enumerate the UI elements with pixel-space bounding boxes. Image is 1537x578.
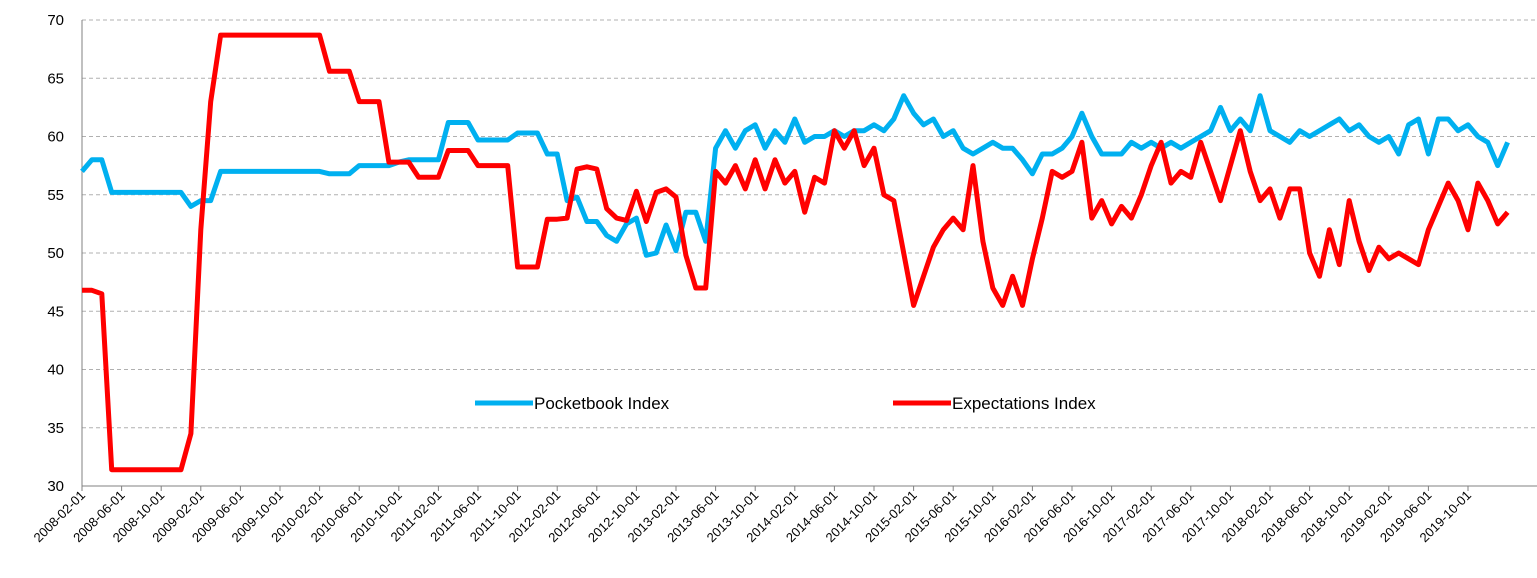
y-tick-label: 35: [47, 420, 64, 437]
legend-label: Expectations Index: [952, 394, 1096, 413]
y-tick-label: 55: [47, 187, 64, 204]
series-line: [82, 32, 1510, 473]
y-tick-label: 45: [47, 303, 64, 320]
y-tick-label: 50: [47, 245, 64, 262]
y-tick-label: 70: [47, 12, 64, 29]
series-line: [80, 93, 1510, 258]
y-tick-label: 60: [47, 129, 64, 146]
y-tick-label: 65: [47, 70, 64, 87]
y-tick-label: 40: [47, 362, 64, 379]
y-tick-label: 30: [47, 478, 64, 495]
legend-label: Pocketbook Index: [534, 394, 670, 413]
